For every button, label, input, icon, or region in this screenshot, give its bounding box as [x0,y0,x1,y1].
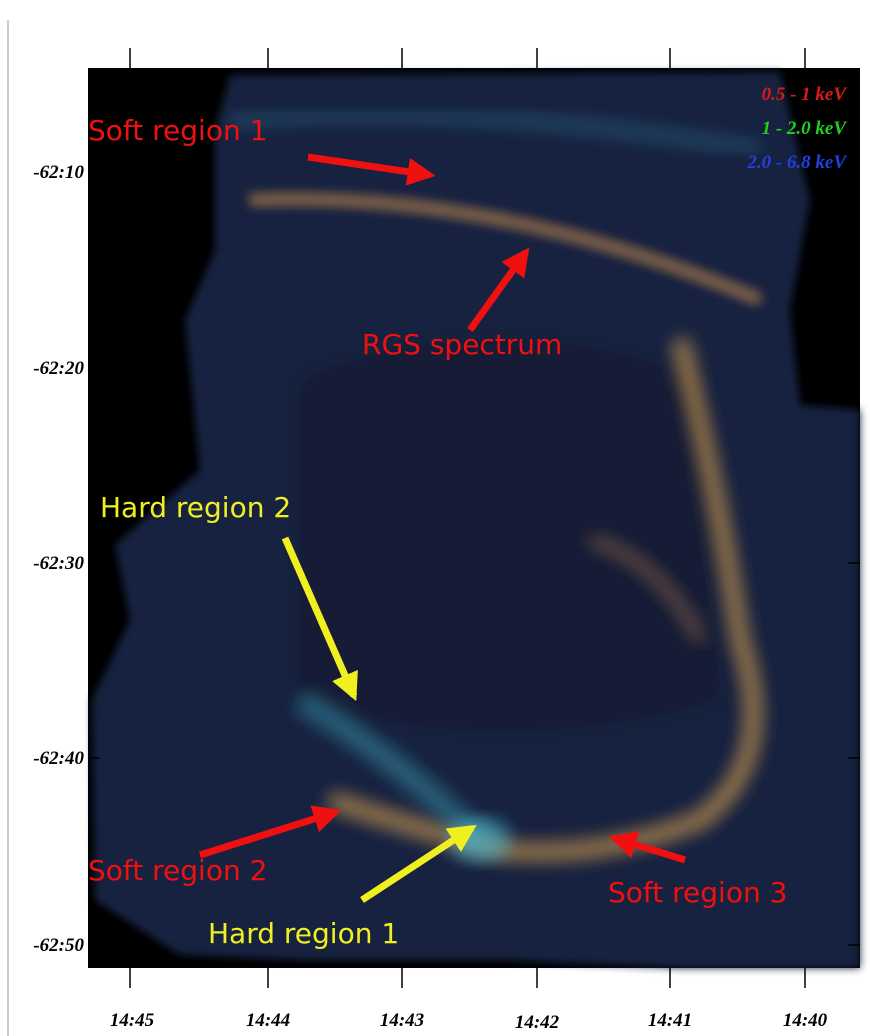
x-tick-label: 14:44 [246,1010,290,1031]
y-tick-label: -62:10 [33,162,84,183]
page: {"axes": {"y_ticks": ["-62:10", "-62:20"… [0,0,870,1036]
x-tick-label: 14:42 [515,1012,560,1033]
legend-entry: 0.5 - 1 keV [762,84,848,105]
x-tick-labels: 14:45 14:44 14:43 14:42 14:41 14:40 [110,1010,828,1033]
annotation: Soft region 3 [608,876,787,909]
y-tick-label: -62:50 [33,935,84,956]
y-tick-label: -62:40 [33,748,84,769]
x-tick-label: 14:43 [380,1010,424,1031]
annotation: RGS spectrum [362,328,562,361]
x-tick-label: 14:40 [783,1010,828,1031]
figure: -62:10 -62:20 -62:30 -62:40 -62:50 14:45… [0,0,870,1036]
legend: 0.5 - 1 keV 1 - 2.0 keV 2.0 - 6.8 keV [746,84,847,173]
annotation: Soft region 2 [88,854,267,887]
annotation: Hard region 1 [208,917,399,950]
x-tick-label: 14:41 [648,1010,692,1031]
annotation: Hard region 2 [100,491,291,524]
y-tick-labels: -62:10 -62:20 -62:30 -62:40 -62:50 [33,162,84,956]
y-tick-label: -62:20 [33,358,84,379]
y-tick-label: -62:30 [33,553,84,574]
legend-entry: 2.0 - 6.8 keV [746,152,847,173]
x-tick-label: 14:45 [110,1010,155,1031]
annotation: Soft region 1 [88,114,267,147]
legend-entry: 1 - 2.0 keV [762,118,848,139]
